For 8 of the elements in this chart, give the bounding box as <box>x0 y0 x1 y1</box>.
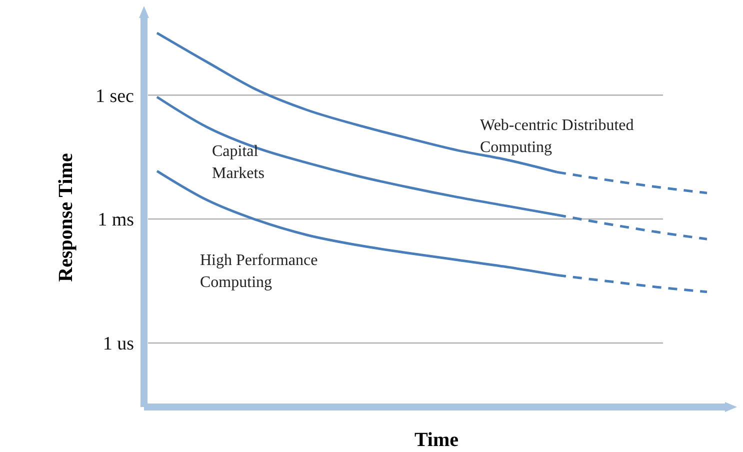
series-label: Web-centric Distributed Computing <box>480 117 634 156</box>
ref-line-label: 1 ms <box>98 210 134 231</box>
x-axis-title: Time <box>414 429 459 451</box>
series-label: High Performance Computing <box>200 252 318 291</box>
ref-line-label: 1 sec <box>95 86 134 107</box>
ref-line-label: 1 us <box>102 334 134 355</box>
y-axis-title: Response Time <box>55 153 77 282</box>
series-label: Capital Markets <box>212 143 264 182</box>
